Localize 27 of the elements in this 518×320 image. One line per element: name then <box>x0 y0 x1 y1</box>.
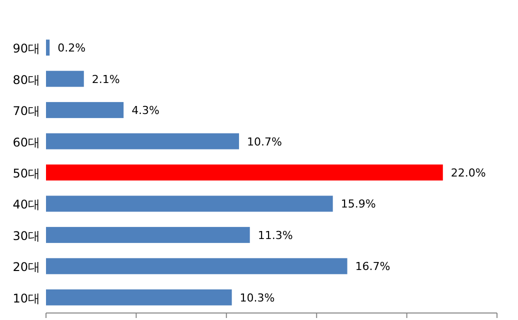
bar <box>46 258 348 274</box>
data-label: 10.7% <box>247 135 282 148</box>
bar <box>46 40 50 56</box>
data-label: 10.3% <box>240 291 275 304</box>
bar <box>46 70 84 87</box>
data-label: 11.3% <box>258 228 293 242</box>
data-label: 0.2% <box>58 42 86 55</box>
bar <box>46 133 240 150</box>
bar <box>46 289 232 306</box>
y-tick-label: 20대 <box>12 260 40 274</box>
data-label: 15.9% <box>340 198 376 211</box>
y-tick-label: 30대 <box>12 228 40 243</box>
bar <box>46 102 124 118</box>
y-tick-label: 50대 <box>12 166 40 180</box>
bar <box>46 164 443 180</box>
data-label: 2.1% <box>92 72 120 86</box>
y-tick-label: 60대 <box>12 135 40 150</box>
bar <box>46 226 250 243</box>
bar <box>46 196 333 212</box>
data-label: 22.0% <box>450 166 486 180</box>
y-tick-label: 90대 <box>12 42 40 56</box>
y-tick-label: 80대 <box>12 72 40 87</box>
data-label: 4.3% <box>132 104 160 118</box>
y-tick-label: 70대 <box>12 104 40 118</box>
data-label: 16.7% <box>355 260 390 274</box>
y-tick-label: 40대 <box>12 198 40 212</box>
y-tick-label: 10대 <box>12 291 40 306</box>
